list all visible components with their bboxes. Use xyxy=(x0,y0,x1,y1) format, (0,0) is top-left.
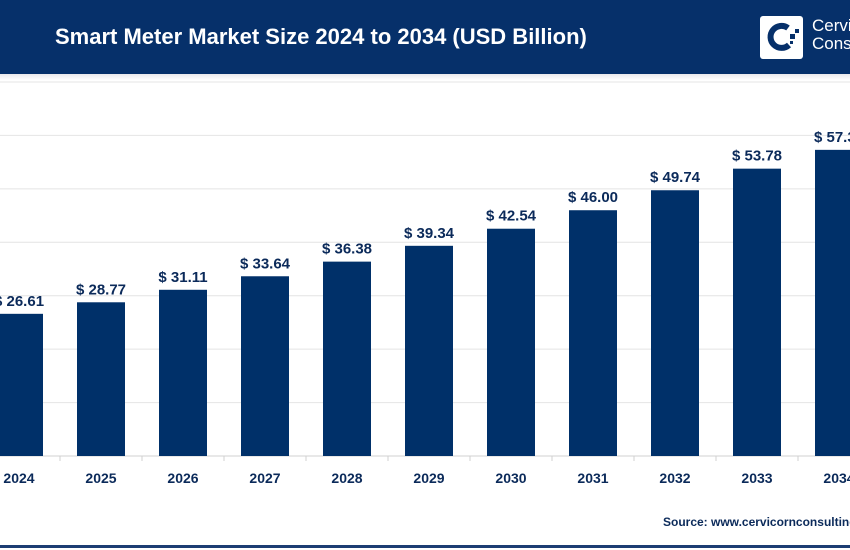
bar-2031 xyxy=(569,210,617,456)
data-label-2031: $ 46.00 xyxy=(568,189,618,206)
bar-2025 xyxy=(77,302,125,456)
data-label-2032: $ 49.74 xyxy=(650,169,701,186)
bar-2034 xyxy=(815,149,850,456)
bar-2029 xyxy=(405,245,453,456)
bar-2026 xyxy=(159,289,207,456)
logo-icon xyxy=(760,16,803,59)
bar-2027 xyxy=(241,276,289,456)
data-label-2033: $ 53.78 xyxy=(732,148,782,165)
data-label-2030: $ 42.54 xyxy=(486,208,537,225)
header-banner: Smart Meter Market Size 2024 to 2034 (US… xyxy=(0,0,850,74)
x-tick-label-2029: 2029 xyxy=(413,470,444,486)
data-label-2027: $ 33.64 xyxy=(240,255,291,272)
bottom-border xyxy=(0,545,850,548)
x-tick-label-2025: 2025 xyxy=(85,470,116,486)
bar-2024 xyxy=(0,313,43,456)
logo-line2: Consulting xyxy=(812,34,850,53)
x-tick-label-2026: 2026 xyxy=(167,470,198,486)
x-tick-label-2024: 2024 xyxy=(3,470,34,486)
logo-text: Cervicorn Consulting xyxy=(812,17,850,53)
logo-line1: Cervicorn xyxy=(812,16,850,35)
data-label-2028: $ 36.38 xyxy=(322,241,372,258)
bar-2033 xyxy=(733,168,781,457)
source-text: Source: www.cervicornconsulting.com xyxy=(663,515,850,529)
bar-2032 xyxy=(651,190,699,457)
x-tick-label-2033: 2033 xyxy=(741,470,772,486)
chart-title: Smart Meter Market Size 2024 to 2034 (US… xyxy=(55,24,587,49)
data-label-2034: $ 57.30 xyxy=(814,129,850,146)
bar-2030 xyxy=(487,228,535,456)
bar-2028 xyxy=(323,261,371,456)
x-tick-label-2032: 2032 xyxy=(659,470,690,486)
x-tick-label-2028: 2028 xyxy=(331,470,362,486)
data-label-2025: $ 28.77 xyxy=(76,281,126,298)
data-label-2029: $ 39.34 xyxy=(404,225,455,242)
header-shadow xyxy=(0,74,850,80)
x-tick-label-2034: 2034 xyxy=(823,470,850,486)
x-tick-label-2031: 2031 xyxy=(577,470,608,486)
x-tick-label-2027: 2027 xyxy=(249,470,280,486)
x-tick-label-2030: 2030 xyxy=(495,470,526,486)
data-label-2024: $ 26.61 xyxy=(0,293,44,310)
data-label-2026: $ 31.11 xyxy=(158,269,207,286)
